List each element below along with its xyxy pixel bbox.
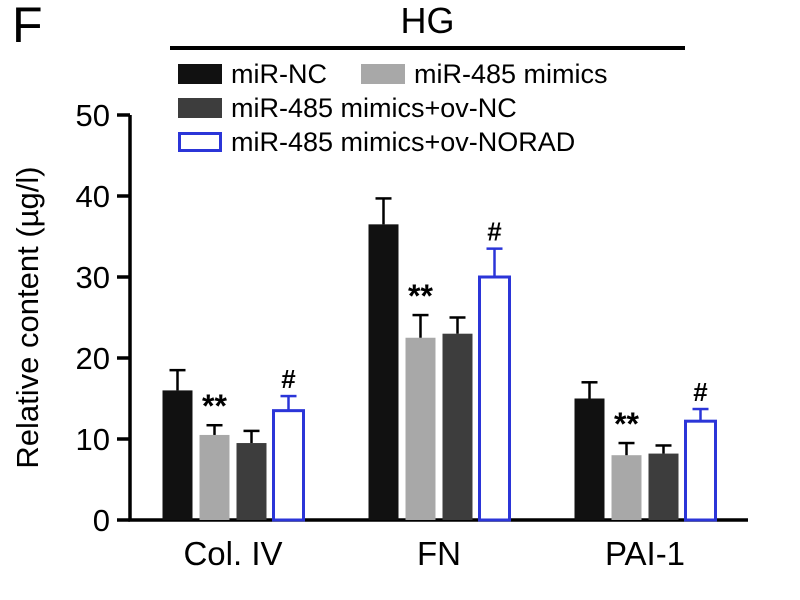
bar [442,333,473,520]
y-tick-label: 50 [76,98,110,133]
legend-row: miR-NC miR-485 mimics [178,57,642,91]
significance-marker: ** [202,388,227,424]
legend-label: miR-485 mimics [413,59,608,89]
y-tick-label: 30 [76,260,110,295]
significance-marker: ** [614,406,639,442]
x-category-label: FN [417,535,461,572]
panel-label: F [12,0,43,53]
condition-label: HG [400,0,455,41]
bar [405,337,436,520]
y-tick-label: 10 [76,422,110,457]
legend-swatch [178,132,222,152]
bar [478,275,511,522]
legend-swatch [360,64,405,84]
bar [368,224,399,520]
y-tick-label: 0 [93,503,110,538]
x-category-label: Col. IV [183,535,282,572]
bar [648,453,679,520]
legend-swatch [178,64,222,84]
condition-underline [170,46,685,50]
legend-label: miR-485 mimics+ov-NORAD [231,127,576,157]
bar [611,455,642,520]
y-tick-label: 40 [76,179,110,214]
significance-marker: # [281,364,296,394]
legend-label: miR-485 mimics+ov-NC [231,93,517,123]
bar [162,390,193,520]
legend-item: miR-485 mimics [360,59,608,89]
legend-swatch [178,98,222,118]
bar [574,398,605,520]
legend-item: miR-485 mimics+ov-NORAD [178,127,575,157]
y-tick-label: 20 [76,341,110,376]
bar [272,409,305,522]
legend-item: miR-485 mimics+ov-NC [178,93,517,123]
significance-marker: ** [408,278,433,314]
legend-row: miR-485 mimics+ov-NC [178,91,642,125]
x-category-label: PAI-1 [605,535,685,572]
significance-marker: # [487,217,502,247]
y-axis-title: Relative content (µg/l) [10,166,45,468]
bar [199,434,230,520]
legend-item: miR-NC [178,59,327,89]
legend-label: miR-NC [231,59,327,89]
chart-legend: miR-NC miR-485 mimics miR-485 mimics+ov-NC… [178,57,642,159]
significance-marker: # [693,377,708,407]
legend-row: miR-485 mimics+ov-NORAD [178,125,642,159]
bar [684,419,717,522]
bar [236,443,267,520]
